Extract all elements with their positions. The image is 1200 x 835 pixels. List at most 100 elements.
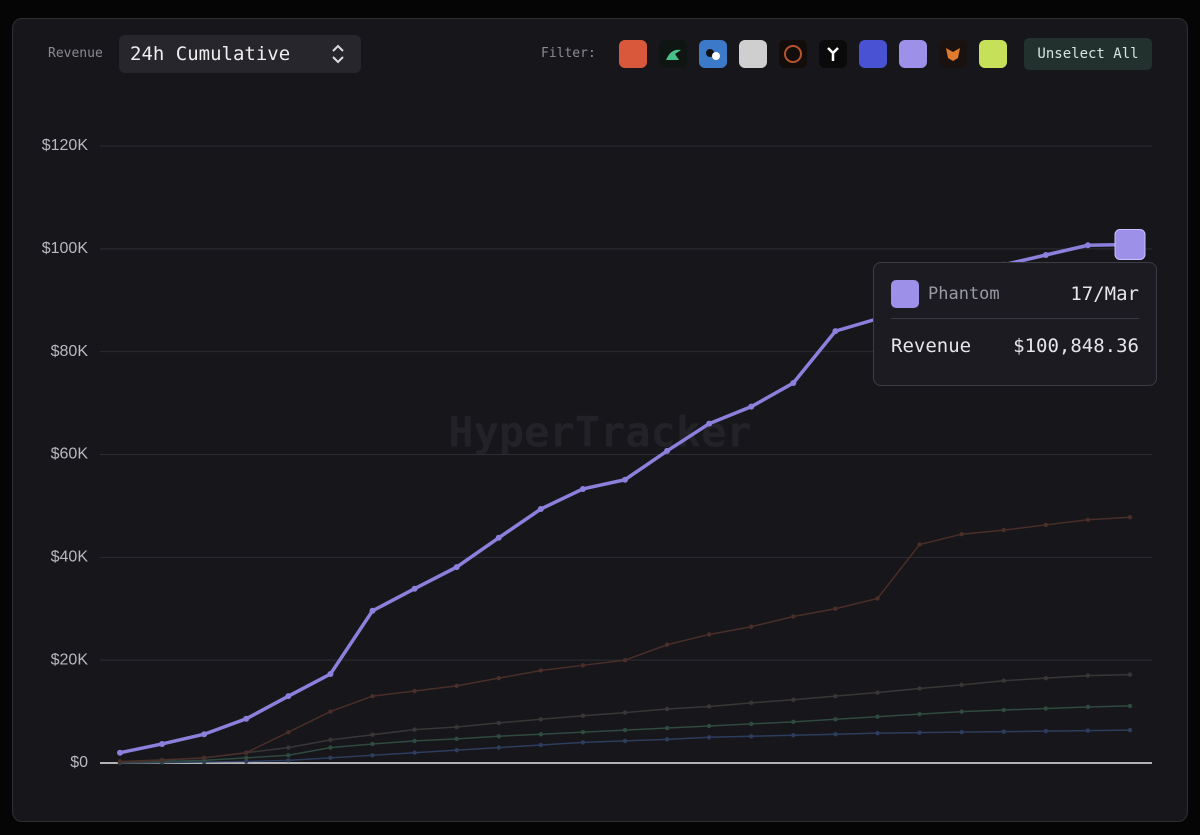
point bbox=[1127, 727, 1133, 733]
tooltip-metric: Revenue bbox=[891, 335, 972, 357]
filter-icon[interactable] bbox=[619, 40, 647, 68]
point bbox=[832, 328, 839, 335]
y-tick-label: $80K bbox=[51, 343, 89, 360]
filter-icon[interactable] bbox=[939, 40, 967, 68]
point bbox=[412, 688, 417, 694]
point bbox=[959, 709, 964, 714]
point bbox=[580, 740, 586, 745]
point bbox=[622, 710, 628, 715]
point bbox=[370, 732, 375, 737]
point bbox=[1127, 703, 1133, 709]
point bbox=[454, 736, 459, 742]
point bbox=[790, 380, 797, 387]
filter-icon[interactable] bbox=[659, 40, 687, 68]
filter-icon[interactable] bbox=[979, 40, 1007, 68]
point bbox=[875, 730, 880, 736]
tooltip-value: $100,848.36 bbox=[1013, 335, 1139, 357]
point bbox=[664, 706, 670, 712]
point bbox=[875, 596, 880, 601]
point bbox=[833, 732, 838, 737]
point bbox=[791, 614, 796, 619]
point bbox=[496, 720, 501, 726]
point bbox=[537, 506, 544, 513]
point bbox=[1001, 707, 1006, 713]
point bbox=[1085, 728, 1091, 733]
point bbox=[328, 709, 333, 714]
filter-icon[interactable] bbox=[779, 40, 807, 68]
point bbox=[244, 750, 249, 755]
point bbox=[243, 715, 250, 722]
point bbox=[412, 738, 417, 744]
point bbox=[244, 759, 249, 764]
series-line bbox=[119, 673, 1131, 763]
point bbox=[1127, 515, 1133, 520]
point bbox=[286, 758, 291, 763]
point bbox=[1043, 728, 1049, 734]
mode-select[interactable]: 24h Cumulative bbox=[119, 35, 361, 73]
point bbox=[1085, 704, 1091, 710]
metric-label: Revenue bbox=[48, 46, 103, 61]
point bbox=[117, 759, 123, 764]
point bbox=[706, 704, 712, 709]
point bbox=[749, 721, 754, 727]
point bbox=[622, 476, 628, 483]
point bbox=[454, 747, 459, 753]
point bbox=[1084, 242, 1091, 249]
point bbox=[453, 564, 460, 571]
point bbox=[749, 624, 754, 629]
chevron bbox=[332, 44, 344, 64]
filter-icon[interactable] bbox=[899, 40, 927, 68]
point bbox=[454, 683, 459, 689]
point bbox=[411, 585, 418, 592]
filter-icon[interactable] bbox=[699, 40, 727, 68]
point bbox=[328, 745, 333, 750]
panel bbox=[12, 18, 1188, 822]
filter-icon[interactable] bbox=[739, 40, 767, 68]
point bbox=[622, 657, 628, 663]
point bbox=[159, 757, 165, 763]
point bbox=[159, 740, 166, 747]
point bbox=[1085, 517, 1091, 522]
mode-text: 24h Cumulative bbox=[130, 43, 291, 65]
point bbox=[706, 632, 712, 637]
point bbox=[1085, 673, 1091, 678]
point bbox=[328, 755, 333, 761]
point bbox=[749, 700, 754, 706]
filter-label: Filter: bbox=[541, 46, 596, 61]
point bbox=[496, 745, 501, 750]
tooltip-icon bbox=[891, 280, 919, 308]
point bbox=[370, 693, 375, 699]
point bbox=[328, 737, 333, 743]
point bbox=[791, 697, 796, 702]
y-tick-label: $20K bbox=[51, 651, 89, 668]
point bbox=[791, 733, 796, 738]
point bbox=[538, 668, 544, 673]
point bbox=[749, 734, 754, 739]
point bbox=[959, 531, 964, 537]
point bbox=[664, 737, 670, 742]
point bbox=[538, 732, 544, 737]
point bbox=[286, 745, 291, 750]
point bbox=[1042, 252, 1049, 259]
point bbox=[622, 738, 628, 744]
point bbox=[622, 727, 628, 733]
y-tick-label: $120K bbox=[42, 137, 89, 154]
y-tick-label: $100K bbox=[42, 240, 89, 257]
point bbox=[454, 724, 459, 730]
point bbox=[496, 734, 501, 739]
point bbox=[706, 723, 712, 729]
point bbox=[285, 693, 292, 700]
end-icon bbox=[1114, 228, 1146, 260]
filter-icon[interactable] bbox=[859, 40, 887, 68]
point bbox=[706, 735, 712, 740]
point bbox=[1127, 672, 1133, 677]
y-tick-label: $40K bbox=[51, 549, 89, 566]
point bbox=[833, 717, 838, 722]
point bbox=[412, 750, 417, 755]
point bbox=[706, 420, 713, 427]
unselect-all-button[interactable]: Unselect All bbox=[1024, 38, 1152, 70]
point bbox=[201, 731, 208, 738]
filter-icon[interactable] bbox=[819, 40, 847, 68]
